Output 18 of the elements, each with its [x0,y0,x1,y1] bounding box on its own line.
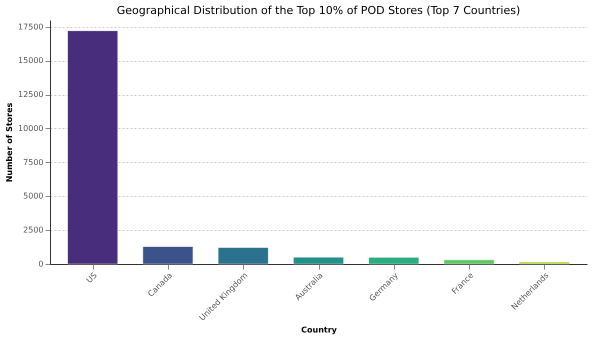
bar [444,260,494,264]
x-axis-title: Country [301,326,338,335]
bar [67,30,118,264]
y-tick-label: 0 [38,260,44,268]
chart-title: Geographical Distribution of the Top 10% of POD Stores (Top 7 Countries) [116,4,520,17]
y-tick-label: 17500 [18,22,44,32]
bar [218,247,268,264]
y-tick-label: 7500 [23,158,44,167]
bar [368,257,420,264]
y-tick-label: 12500 [18,90,44,100]
y-tick-label: 15000 [18,56,44,66]
bar [293,257,344,264]
y-tick-label: 10000 [18,124,44,133]
y-tick-label: 5000 [23,192,44,201]
y-axis-title: Number of Stores [5,102,14,182]
y-tick-label: 2500 [23,226,44,235]
bar [142,246,194,264]
x-tick-label: US [84,270,99,285]
